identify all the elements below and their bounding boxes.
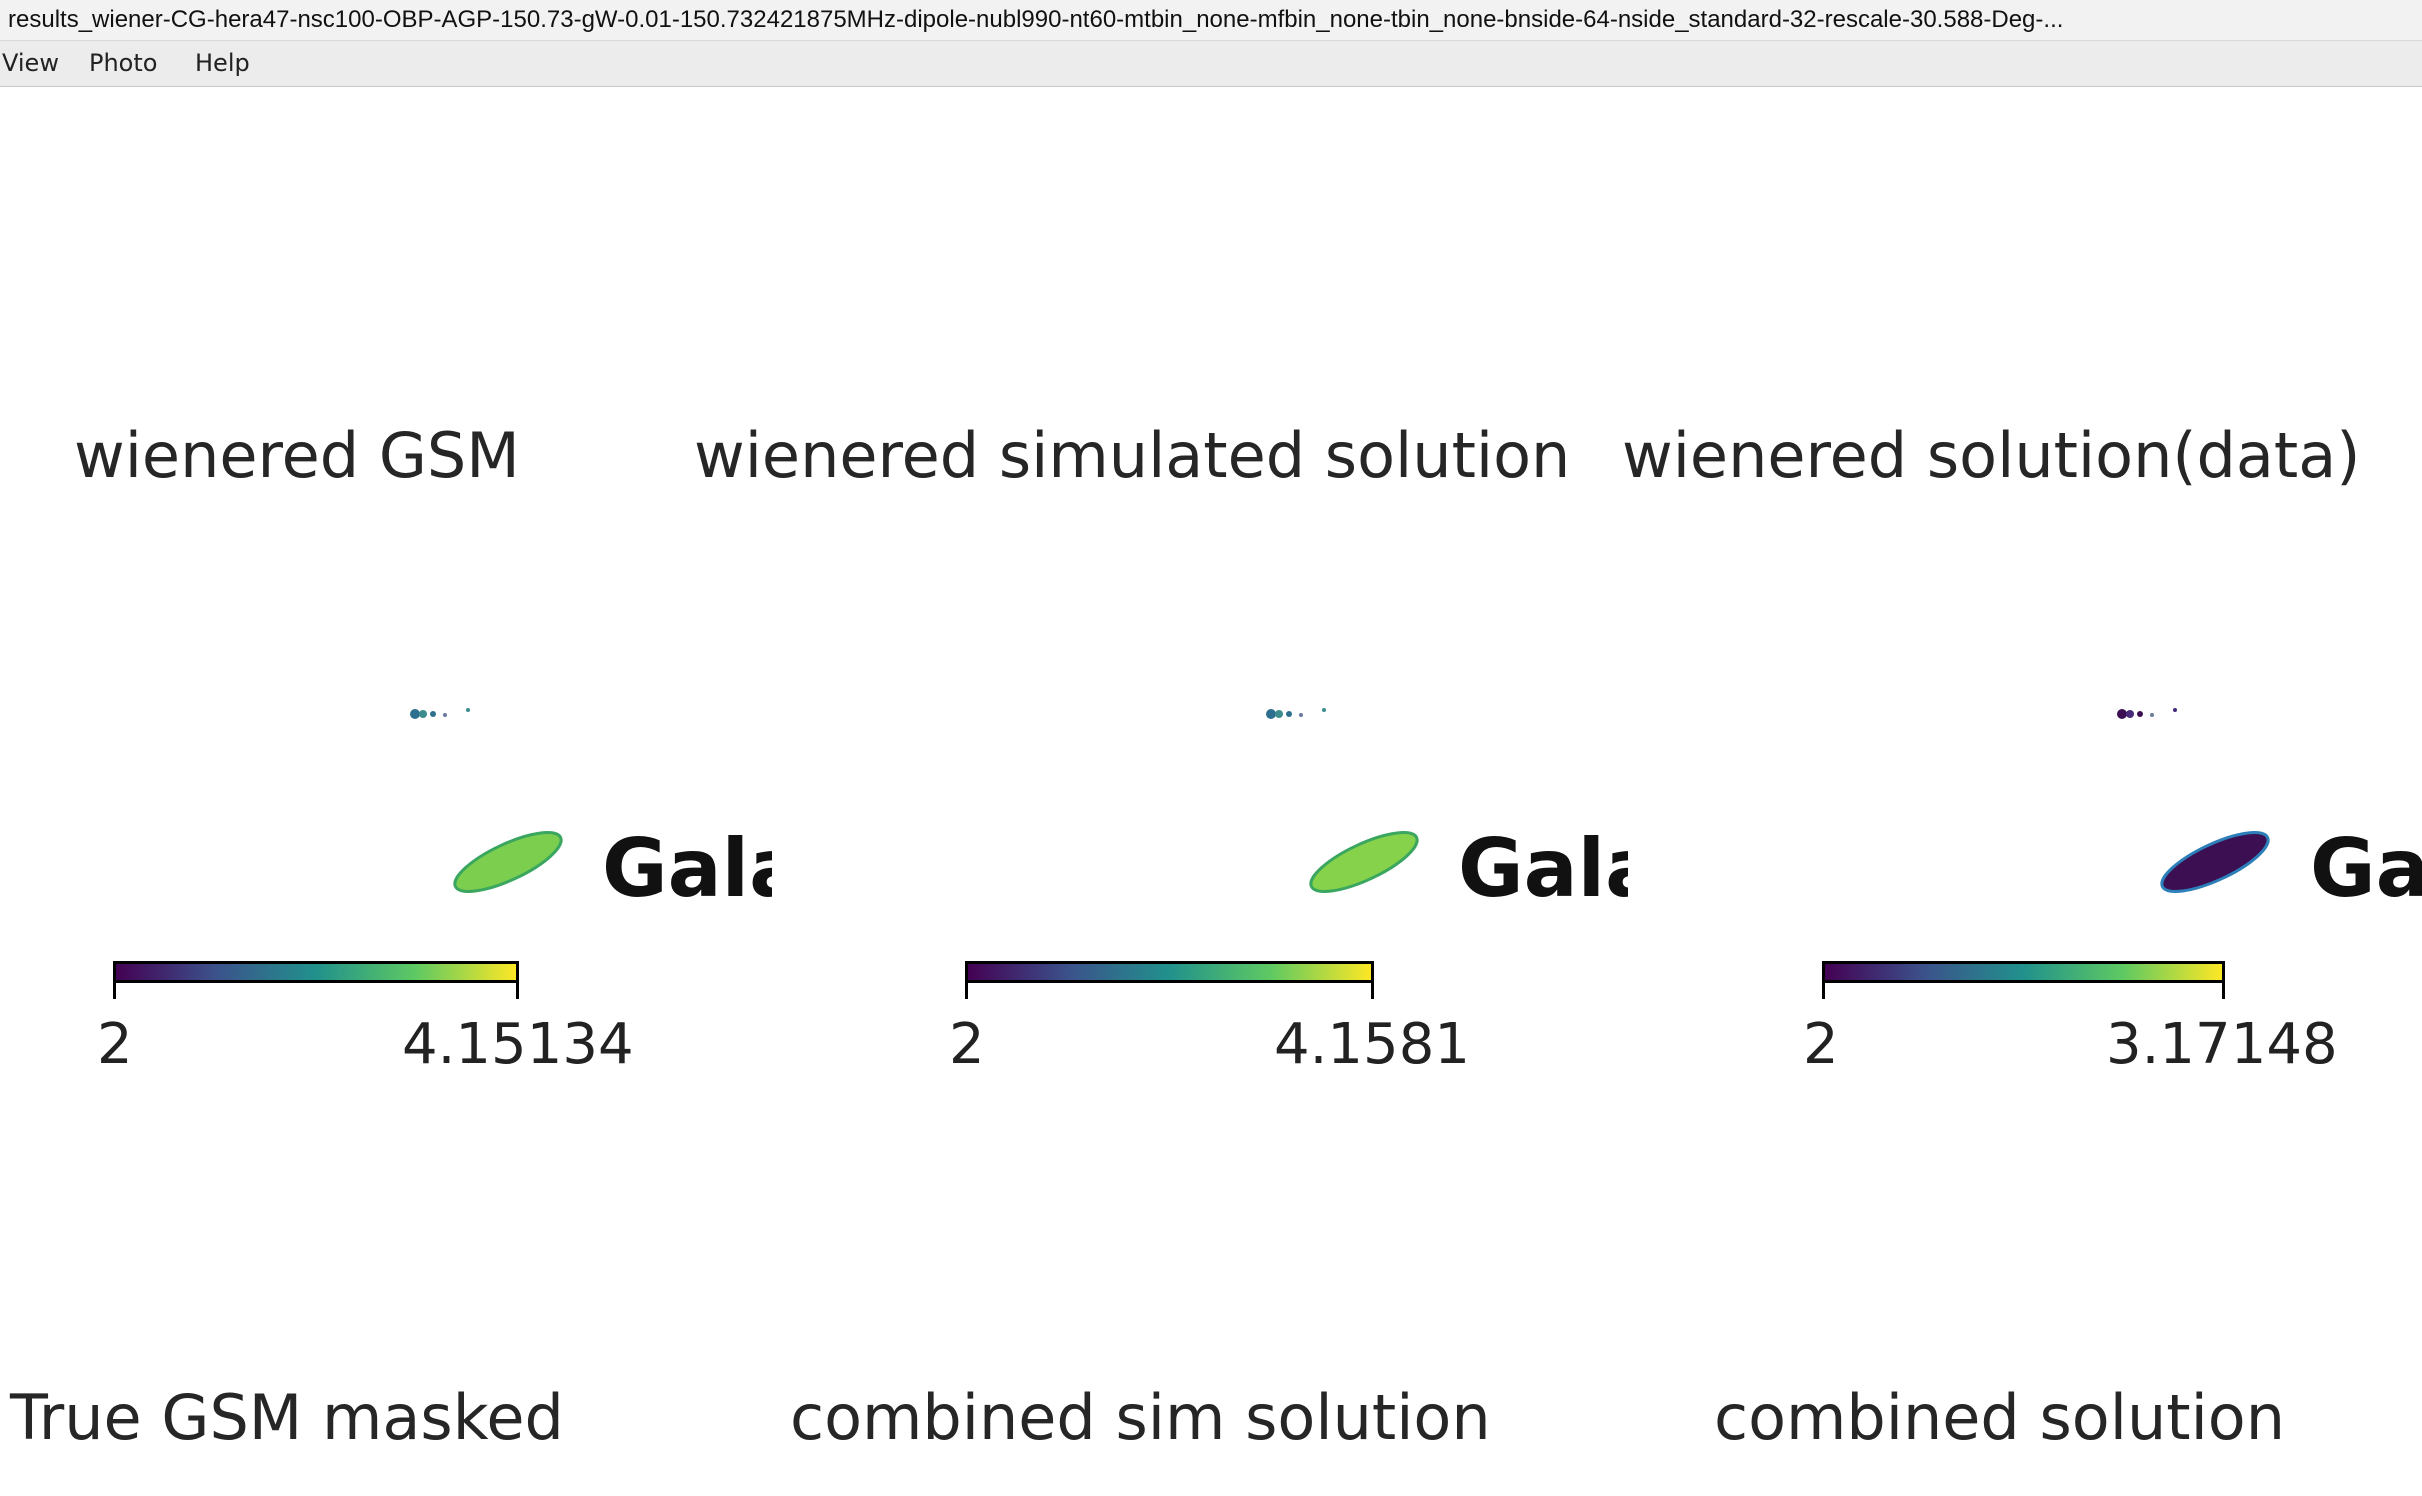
panel-3-colorbar	[1822, 961, 2225, 983]
panel-1-galaxy-blob	[453, 831, 563, 893]
panel-1-colorbar-tick-min	[113, 983, 116, 999]
panel-1-colorbar-max-label: 4.15134	[402, 1012, 634, 1077]
menu-view[interactable]: View	[2, 49, 59, 77]
panel-1-speck	[410, 708, 470, 719]
window-title: results_wiener-CG-hera47-nsc100-OBP-AGP-…	[8, 6, 2064, 33]
panel-2-colorbar	[965, 961, 1374, 983]
panel-2-colorbar-min-label: 2	[949, 1012, 985, 1077]
panel-3-speck	[2117, 708, 2177, 719]
panel-5-title: combined sim solution	[790, 1381, 1491, 1454]
panel-3-colorbar-max-label: 3.17148	[2106, 1012, 2338, 1077]
panel-3-colorbar-min-label: 2	[1803, 1012, 1839, 1077]
panel-3-galaxy-label: Gala	[2310, 822, 2422, 915]
panel-4-title: True GSM masked	[10, 1381, 564, 1454]
panel-1-blob-shape	[453, 831, 563, 893]
panel-2-colorbar-tick-min	[965, 983, 968, 999]
menu-photo[interactable]: Photo	[89, 49, 158, 77]
panel-3-title: wienered solution(data)	[1622, 419, 2361, 492]
menu-help[interactable]: Help	[195, 49, 250, 77]
panel-1-galaxy-label: Gala	[602, 822, 772, 915]
panel-2-colorbar-max-label: 4.1581	[1274, 1012, 1470, 1077]
panel-1-colorbar	[113, 961, 519, 983]
panel-2-galaxy-blob	[1309, 831, 1419, 893]
panel-3-blob-shape	[2160, 831, 2270, 893]
panel-3-galaxy-blob	[2160, 831, 2270, 893]
title-bar: results_wiener-CG-hera47-nsc100-OBP-AGP-…	[0, 0, 2422, 41]
panel-2-galaxy-label: Gala	[1458, 822, 1628, 915]
panel-1-colorbar-min-label: 2	[97, 1012, 133, 1077]
panel-3-colorbar-tick-min	[1822, 983, 1825, 999]
figure-canvas: wienered GSM Gala 2 4.15134 wienered sim…	[0, 87, 2422, 1496]
panel-2-title: wienered simulated solution	[694, 419, 1571, 492]
panel-3-colorbar-tick-max	[2222, 983, 2225, 999]
panel-2-colorbar-tick-max	[1371, 983, 1374, 999]
panel-2-speck	[1266, 708, 1326, 719]
panel-1-colorbar-tick-max	[516, 983, 519, 999]
menu-bar: View Photo Help	[0, 41, 2422, 87]
panel-2-blob-shape	[1309, 831, 1419, 893]
panel-1-title: wienered GSM	[74, 419, 520, 492]
panel-6-title: combined solution	[1714, 1381, 2286, 1454]
